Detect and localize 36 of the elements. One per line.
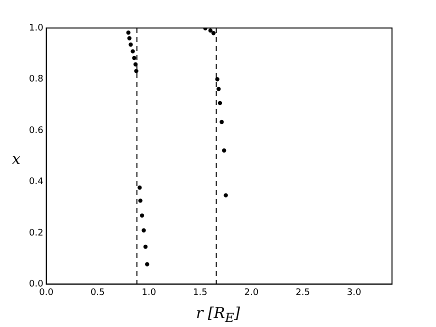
point <box>220 120 224 124</box>
point <box>211 31 216 36</box>
x-tick-label: 1.5 <box>193 288 208 298</box>
y-tick-label: 0.2 <box>28 228 44 238</box>
y-tick-label: 0.4 <box>28 177 44 188</box>
point <box>216 86 221 92</box>
point <box>143 244 148 249</box>
x-tick-label: 2.0 <box>244 288 259 298</box>
point <box>138 198 142 203</box>
point <box>133 62 138 66</box>
y-tick-label: 0.0 <box>28 280 44 290</box>
point <box>126 30 130 35</box>
x-tick-label: 0.5 <box>90 288 105 298</box>
point <box>132 56 136 60</box>
point <box>127 36 132 40</box>
point <box>224 193 228 198</box>
y-axis-title: x <box>12 150 20 168</box>
point <box>218 100 222 106</box>
x-tick-label: 2.5 <box>296 288 310 298</box>
point <box>128 42 133 47</box>
x-tick-label: 0.0 <box>39 288 54 298</box>
x-axis-title: r [R$_{E}$] <box>194 304 242 325</box>
point <box>134 68 138 74</box>
y-tick-label: 0.6 <box>28 126 44 136</box>
point <box>222 148 226 153</box>
y-tick-label: 0.8 <box>28 74 44 85</box>
point <box>140 213 144 218</box>
point <box>145 262 150 266</box>
point <box>215 77 220 82</box>
y-tick-label: 1.0 <box>28 23 44 34</box>
x-tick-label: 1.0 <box>142 288 156 298</box>
point <box>208 28 213 33</box>
point <box>142 228 146 232</box>
point <box>138 186 142 190</box>
x-tick-label: 3.0 <box>346 288 362 298</box>
point <box>130 49 135 54</box>
